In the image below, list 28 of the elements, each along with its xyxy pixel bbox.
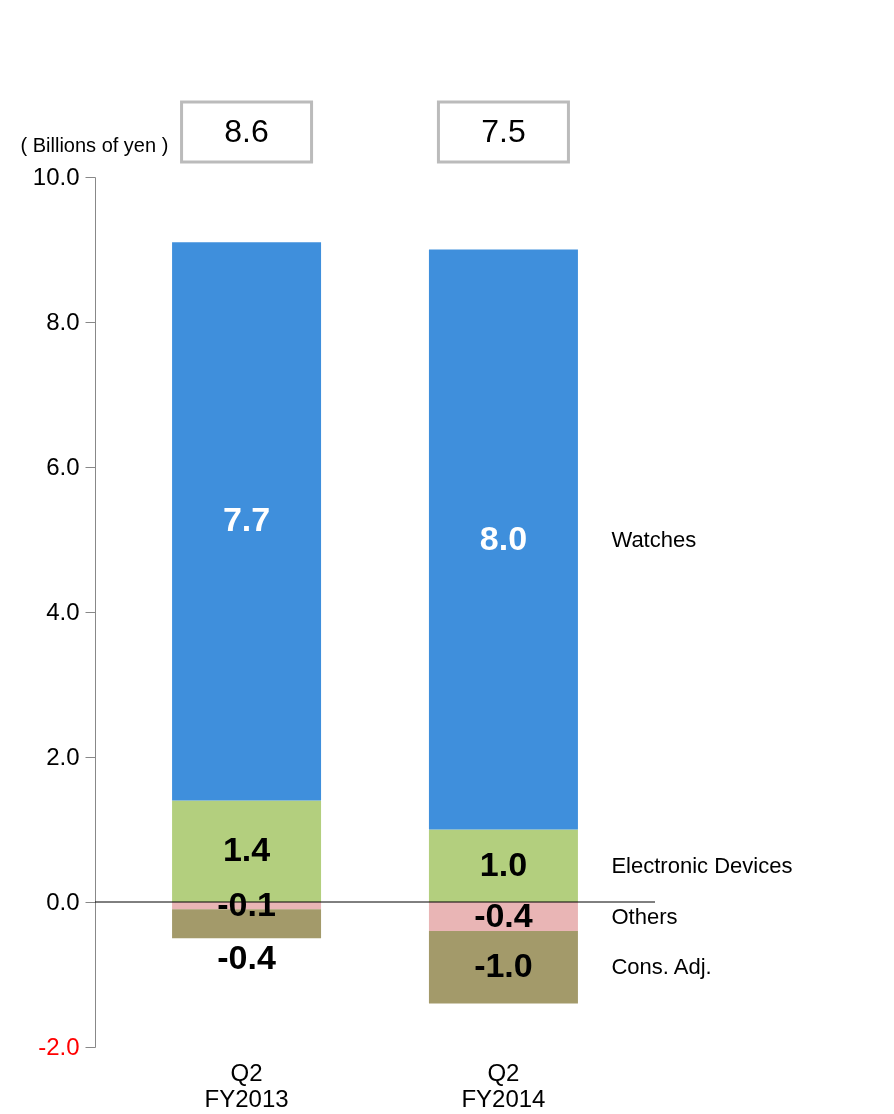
data-label: 8.0 [479,518,528,557]
data-label: 1.4 [222,830,271,869]
y-axis-title: ( Billions of yen ) [20,133,169,156]
total-label: 7.5 [481,113,526,149]
y-tick-label: 4.0 [46,597,80,625]
series-label: Cons. Adj. [611,954,712,980]
bar [172,242,322,801]
x-tick-label: Q2 FY2013 [204,1058,289,1112]
y-tick-label: 10.0 [32,162,80,190]
y-tick-label: 0.0 [46,887,80,915]
series-label: Others [611,903,678,929]
data-label: -0.4 [217,938,276,977]
bar [428,249,578,830]
data-label: -1.0 [474,946,533,985]
data-label: 7.7 [222,500,271,539]
y-tick-label: 2.0 [46,742,80,770]
bar [428,931,578,1004]
total-label: 8.6 [224,113,269,149]
data-label: 1.0 [479,844,528,883]
y-tick-label: -2.0 [38,1032,80,1060]
y-tick-label: 8.0 [46,307,80,335]
data-label: -0.1 [217,884,276,923]
y-tick-label: 6.0 [46,452,80,480]
series-label: Electronic Devices [611,852,793,878]
x-tick-label: Q2 FY2014 [461,1058,546,1112]
data-label: -0.4 [474,895,533,934]
bar [428,829,578,902]
series-label: Watches [611,526,697,552]
